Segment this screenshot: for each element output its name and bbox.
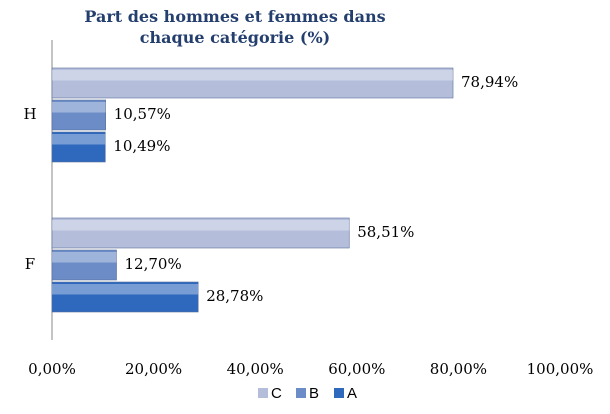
bar-shine [52, 70, 454, 81]
x-tick-label: 100,00% [527, 360, 594, 378]
x-tick-label: 20,00% [125, 360, 182, 378]
value-label: 78,94% [461, 73, 518, 91]
bar-shine [52, 220, 350, 231]
bar [51, 67, 454, 99]
legend-label: B [309, 385, 319, 402]
y-tick-label: H [23, 105, 36, 123]
value-label: 10,49% [113, 137, 170, 155]
legend-swatch [334, 388, 344, 398]
bar [51, 99, 106, 131]
legend-label: C [271, 385, 282, 402]
x-tick-label: 0,00% [28, 360, 76, 378]
value-label: 58,51% [357, 223, 414, 241]
legend-swatch [258, 388, 268, 398]
value-label: 28,78% [206, 287, 263, 305]
x-tick-label: 60,00% [328, 360, 385, 378]
bar-shine [52, 134, 106, 145]
chart-title: Part des hommes et femmes dans chaque ca… [84, 7, 386, 47]
bar [51, 281, 199, 313]
bar-shine [52, 284, 199, 295]
value-label: 10,57% [114, 105, 171, 123]
legend-swatch [296, 388, 306, 398]
bar [51, 217, 350, 249]
bar [51, 131, 106, 163]
x-tick-label: 80,00% [430, 360, 487, 378]
bar [51, 249, 117, 281]
y-tick-label: F [25, 255, 35, 273]
legend-label: A [347, 385, 357, 402]
x-tick-label: 40,00% [227, 360, 284, 378]
value-label: 12,70% [125, 255, 182, 273]
bar-shine [52, 252, 117, 263]
bar-shine [52, 102, 106, 113]
